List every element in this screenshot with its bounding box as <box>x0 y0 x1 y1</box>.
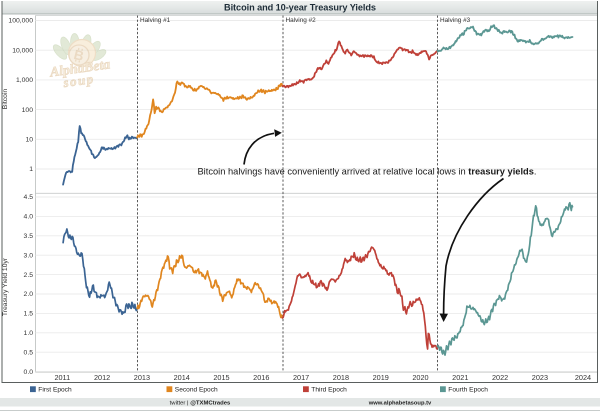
svg-text:Treasury Yield 10yr: Treasury Yield 10yr <box>2 257 9 316</box>
svg-text:3.5: 3.5 <box>24 233 34 240</box>
svg-text:2022: 2022 <box>492 373 508 382</box>
svg-text:2016: 2016 <box>253 373 269 382</box>
svg-text:2015: 2015 <box>213 373 229 382</box>
svg-text:2024: 2024 <box>575 373 591 382</box>
svg-text:2023: 2023 <box>532 373 548 382</box>
svg-text:www.alphabetasoup.tv: www.alphabetasoup.tv <box>368 400 432 406</box>
svg-text:10: 10 <box>25 137 33 144</box>
svg-text:100,000: 100,000 <box>8 18 33 25</box>
svg-text:1,000: 1,000 <box>16 77 33 84</box>
svg-text:2013: 2013 <box>134 373 150 382</box>
svg-text:4.0: 4.0 <box>24 214 34 221</box>
svg-text:2020: 2020 <box>412 373 428 382</box>
svg-text:Third Epoch: Third Epoch <box>311 386 347 393</box>
svg-text:Halving #1: Halving #1 <box>140 17 171 24</box>
svg-text:4.5: 4.5 <box>24 194 34 201</box>
svg-text:Bitcoin and 10-year Treasury Y: Bitcoin and 10-year Treasury Yields <box>224 3 376 13</box>
svg-text:2.5: 2.5 <box>24 272 34 279</box>
svg-text:2019: 2019 <box>373 373 389 382</box>
svg-text:2014: 2014 <box>174 373 190 382</box>
svg-text:Fourth Epoch: Fourth Epoch <box>448 386 488 393</box>
svg-text:Bitcoin halvings have convenie: Bitcoin halvings have conveniently arriv… <box>197 167 536 177</box>
svg-text:0.5: 0.5 <box>24 349 34 356</box>
svg-text:Halving #3: Halving #3 <box>440 17 471 24</box>
svg-text:2012: 2012 <box>94 373 110 382</box>
svg-text:1.0: 1.0 <box>24 330 34 337</box>
svg-text:twitter | @TXMCtrades: twitter | @TXMCtrades <box>170 400 231 406</box>
svg-text:Halving #2: Halving #2 <box>286 17 317 24</box>
svg-text:0.0: 0.0 <box>24 369 34 376</box>
svg-text:100: 100 <box>22 107 34 114</box>
svg-text:First Epoch: First Epoch <box>38 386 72 393</box>
svg-text:Bitcoin: Bitcoin <box>2 89 9 110</box>
svg-text:2021: 2021 <box>452 373 468 382</box>
svg-text:2011: 2011 <box>54 373 70 382</box>
svg-text:2.0: 2.0 <box>24 291 34 298</box>
svg-text:soup: soup <box>61 71 95 90</box>
svg-text:1.5: 1.5 <box>24 311 34 318</box>
svg-text:3.0: 3.0 <box>24 252 34 259</box>
svg-text:Second Epoch: Second Epoch <box>175 386 218 393</box>
svg-text:1: 1 <box>29 166 33 173</box>
svg-text:2017: 2017 <box>293 373 309 382</box>
svg-text:10,000: 10,000 <box>12 47 33 54</box>
svg-text:2018: 2018 <box>333 373 349 382</box>
